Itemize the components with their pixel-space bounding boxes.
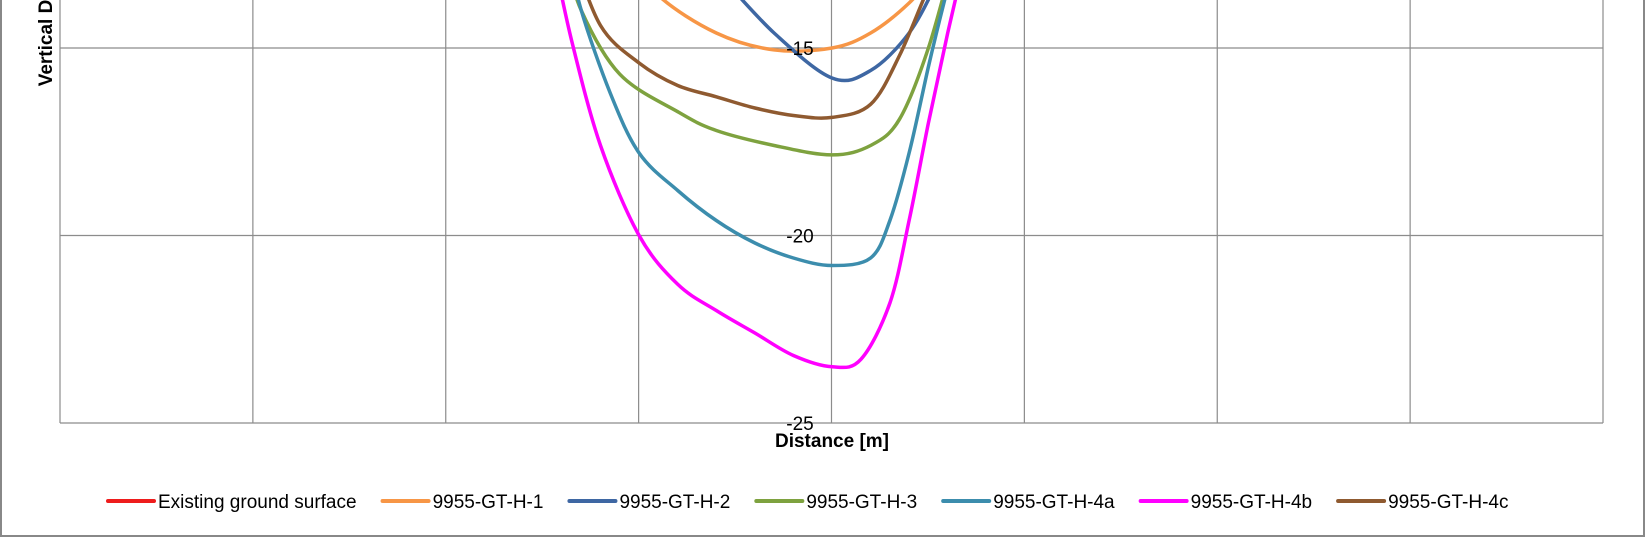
series-line-9955-gt-h-3: [575, 0, 945, 157]
legend-label: 9955-GT-H-3: [806, 492, 917, 513]
legend-item-existing-ground-surface: Existing ground surface: [106, 492, 357, 513]
y-tick-labels: -15 -20 -25: [786, 39, 813, 435]
legend-label: 9955-GT-H-4a: [993, 492, 1115, 513]
legend-label: 9955-GT-H-4c: [1388, 492, 1508, 513]
y-tick-label: -20: [786, 227, 813, 248]
series-line-9955-gt-h-4c: [587, 0, 926, 120]
legend-label: 9955-GT-H-4b: [1191, 492, 1312, 513]
legend-item-9955-gt-h-3: 9955-GT-H-3: [754, 492, 917, 513]
series-line-9955-gt-h-4b: [560, 0, 958, 370]
gridlines: [59, 0, 1604, 424]
y-tick-label: -25: [786, 414, 813, 435]
series-line-9955-gt-h-4a: [576, 0, 947, 268]
x-axis-title: Distance [m]: [775, 431, 889, 452]
series-line-9955-gt-h-1: [660, 0, 915, 53]
legend-item-9955-gt-h-4b: 9955-GT-H-4b: [1138, 492, 1312, 513]
legend-label: 9955-GT-H-2: [619, 492, 730, 513]
series-lines: [560, 0, 958, 370]
y-axis-title: Vertical D: [36, 0, 57, 86]
legend-item-9955-gt-h-1: 9955-GT-H-1: [380, 492, 544, 513]
series-line-9955-gt-h-2: [739, 0, 931, 83]
legend-item-9955-gt-h-4a: 9955-GT-H-4a: [941, 492, 1115, 513]
legend-item-9955-gt-h-4c: 9955-GT-H-4c: [1336, 492, 1508, 513]
legend-label: 9955-GT-H-1: [433, 492, 544, 513]
legend-label: Existing ground surface: [158, 492, 357, 513]
legend: Existing ground surface 9955-GT-H-1 9955-G…: [106, 492, 1508, 513]
y-tick-label: -15: [786, 39, 813, 60]
legend-item-9955-gt-h-2: 9955-GT-H-2: [567, 492, 730, 513]
